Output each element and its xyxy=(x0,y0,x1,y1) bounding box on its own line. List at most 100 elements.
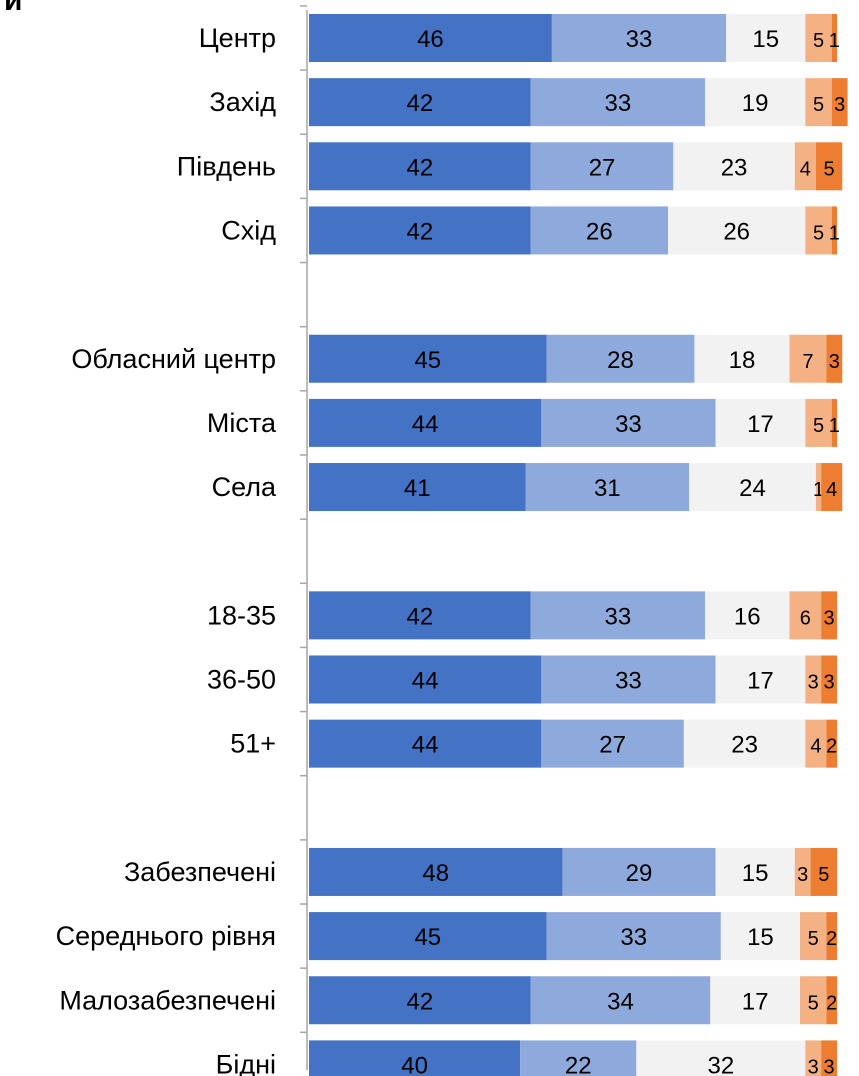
bar-segment xyxy=(800,976,827,1025)
bar-segment xyxy=(805,1040,822,1076)
bar-segment xyxy=(826,976,837,1025)
bar-segment xyxy=(831,14,837,62)
bar-row: Села 41 31 24 1 4 xyxy=(212,463,843,512)
bar-row: Обласний центр 45 28 18 7 3 xyxy=(71,334,843,383)
bar-row: 51+ 44 27 23 4 2 xyxy=(230,719,837,768)
bar-row: Схід 42 26 26 5 1 xyxy=(221,206,840,255)
data-label: 42 xyxy=(407,154,434,181)
data-label: 17 xyxy=(747,668,774,695)
data-label: 23 xyxy=(731,732,758,759)
category-label: Обласний центр xyxy=(71,344,276,374)
data-label: 5 xyxy=(813,30,824,52)
bar-row: Захід 42 33 19 5 3 xyxy=(209,78,848,127)
bar-row: 18-35 42 33 16 6 3 xyxy=(207,591,837,640)
category-label: Бідні xyxy=(216,1049,276,1076)
bar-segment xyxy=(530,206,669,255)
bar-segment xyxy=(309,1040,521,1076)
data-label: 26 xyxy=(723,218,750,245)
bar-row: Середнього рівня 45 33 15 5 2 xyxy=(56,912,837,961)
category-label: 36-50 xyxy=(207,665,276,695)
data-label: 46 xyxy=(417,26,444,53)
data-label: 48 xyxy=(422,860,449,887)
bar-segment xyxy=(826,912,837,961)
category-label: Села xyxy=(212,472,277,502)
bar-segment xyxy=(794,847,811,896)
bar-segment xyxy=(309,912,547,961)
bar-segment xyxy=(710,976,801,1025)
bar-segment xyxy=(530,78,705,127)
data-label: 1 xyxy=(829,222,840,244)
data-label: 5 xyxy=(813,222,824,244)
data-label: 4 xyxy=(826,479,837,501)
bar-segment xyxy=(789,591,822,640)
category-label: Центр xyxy=(199,23,276,53)
data-label: 17 xyxy=(742,988,769,1015)
bar-segment xyxy=(525,463,690,512)
bar-segment xyxy=(541,655,716,704)
bar-segment xyxy=(309,463,526,512)
data-label: 19 xyxy=(742,90,769,117)
data-label: 15 xyxy=(747,924,774,951)
bar-row: Центр 46 33 15 5 1 xyxy=(199,14,840,62)
data-label: 28 xyxy=(607,347,634,374)
data-label: 31 xyxy=(594,475,621,502)
data-label: 15 xyxy=(742,860,769,887)
bar-row: Міста 44 33 17 5 1 xyxy=(207,398,840,447)
data-label: 3 xyxy=(829,351,840,373)
bar-segment xyxy=(805,206,832,255)
bar-segment xyxy=(562,847,716,896)
bar-segment xyxy=(821,1040,837,1076)
data-label: 3 xyxy=(824,1056,835,1076)
title-fragment: и xyxy=(4,0,22,17)
bar-segment xyxy=(821,591,837,640)
bar-segment xyxy=(800,912,827,961)
bar-row: Малозабезпечені 42 34 17 5 2 xyxy=(59,976,837,1025)
data-label: 40 xyxy=(401,1052,428,1076)
bar-segment xyxy=(309,591,531,640)
data-label: 24 xyxy=(739,475,766,502)
data-label: 3 xyxy=(824,607,835,629)
bar-segment xyxy=(309,14,552,62)
bar-segment xyxy=(520,1040,637,1076)
bar-segment xyxy=(831,206,837,255)
bar-segment xyxy=(546,912,721,961)
bar-row: Бідні 40 22 32 3 3 xyxy=(216,1040,837,1076)
category-label: Забезпечені xyxy=(124,857,276,887)
data-label: 34 xyxy=(607,988,634,1015)
data-label: 1 xyxy=(829,415,840,437)
data-label: 22 xyxy=(565,1052,592,1076)
data-label: 18 xyxy=(729,347,756,374)
data-label: 16 xyxy=(734,603,761,630)
data-label: 1 xyxy=(813,479,824,501)
bar-segment xyxy=(720,912,801,961)
data-label: 15 xyxy=(752,26,779,53)
data-label: 17 xyxy=(747,411,774,438)
bar-segment xyxy=(530,591,705,640)
category-label: Середнього рівня xyxy=(56,921,276,951)
bar-segment xyxy=(309,847,563,896)
data-label: 45 xyxy=(414,347,441,374)
data-label: 5 xyxy=(808,928,819,950)
category-label: Малозабезпечені xyxy=(59,985,276,1015)
data-label: 42 xyxy=(407,218,434,245)
bar-segment xyxy=(309,334,547,383)
data-label: 33 xyxy=(620,924,647,951)
category-label: Схід xyxy=(221,215,276,245)
bar-segment xyxy=(805,14,832,62)
bar-segment xyxy=(694,334,790,383)
data-label: 44 xyxy=(412,411,439,438)
bar-segment xyxy=(530,142,674,191)
category-label: Південь xyxy=(177,151,276,181)
data-label: 33 xyxy=(615,668,642,695)
bar-row: Забезпечені 48 29 15 3 5 xyxy=(124,847,837,896)
bar-segment xyxy=(551,14,727,62)
data-label: 27 xyxy=(599,732,626,759)
bar-segment xyxy=(821,655,837,704)
bar-segment xyxy=(668,206,806,255)
data-label: 29 xyxy=(626,860,653,887)
data-label: 5 xyxy=(824,158,835,180)
bar-segment xyxy=(821,463,843,512)
data-label: 6 xyxy=(800,607,811,629)
bar-segment xyxy=(309,398,542,447)
